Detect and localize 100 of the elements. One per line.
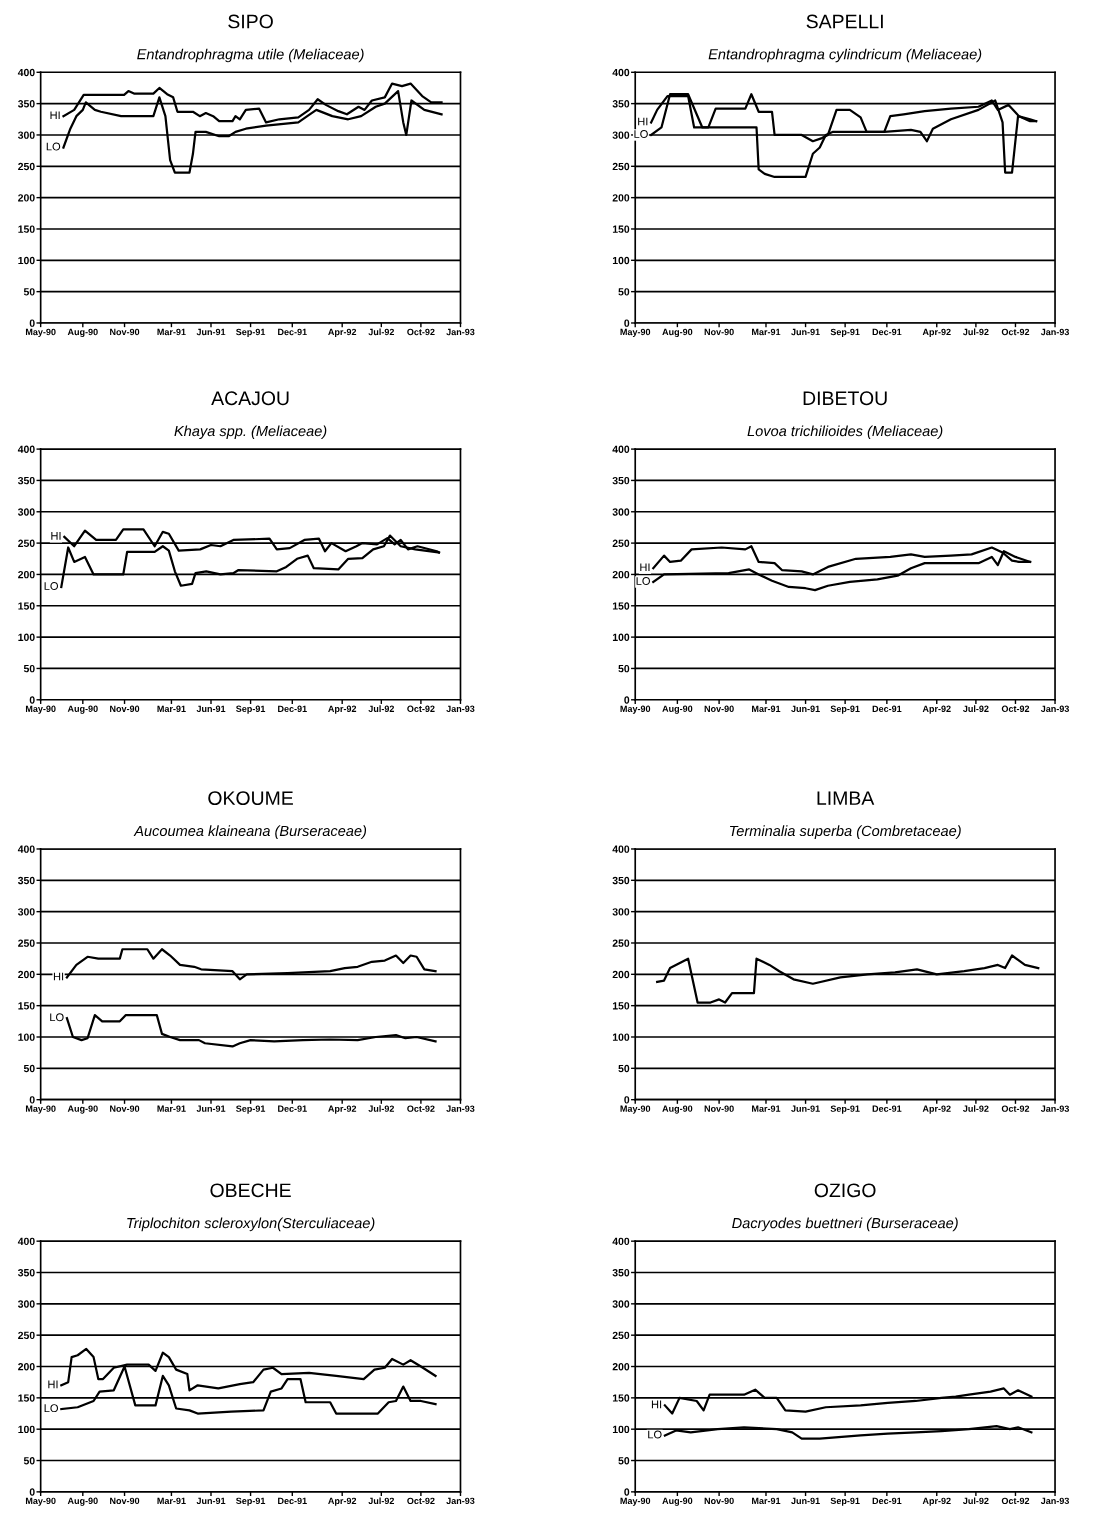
x-tick-label: May-90 [25, 1105, 56, 1114]
x-tick-label: Sep-91 [830, 1497, 860, 1506]
x-tick-label: Oct-92 [1001, 1497, 1030, 1505]
chart-title: OBECHE [210, 1183, 291, 1198]
x-tick-label: Sep-91 [830, 328, 860, 337]
y-tick-label: 100 [612, 633, 630, 641]
x-tick-label: Aug-90 [67, 328, 98, 337]
x-tick-label: Jun-91 [196, 1497, 226, 1505]
y-tick-label: 350 [612, 100, 630, 108]
chart-title: DIBETOU [803, 391, 887, 406]
x-tick-label: Aug-90 [662, 1497, 693, 1506]
x-tick-label: May-90 [25, 328, 56, 337]
y-tick-label: 200 [18, 970, 35, 979]
y-tick-label: 300 [612, 508, 630, 516]
y-tick-label: 200 [612, 970, 630, 979]
x-tick-label: Aug-90 [67, 705, 98, 714]
x-tick-label: Sep-91 [830, 1105, 860, 1114]
series-label: LO [50, 1013, 64, 1022]
x-tick-label: Dec-91 [872, 705, 902, 712]
series-label: HI [51, 532, 61, 540]
chart-subtitle: Khaya spp. (Meliaceae) [174, 425, 327, 440]
chart-subtitle: Entandrophragma cylindricum (Meliaceae) [708, 48, 982, 63]
y-tick-label: 150 [612, 602, 630, 610]
series-label: LO [46, 142, 61, 151]
x-tick-label: Dec-91 [278, 705, 307, 712]
x-tick-label: Oct-92 [407, 705, 435, 712]
y-tick-label: 400 [612, 68, 630, 77]
x-tick-label: Nov-90 [704, 705, 734, 712]
y-tick-label: 150 [18, 1394, 35, 1402]
x-tick-label: Jun-91 [791, 705, 820, 712]
x-tick-label: Dec-91 [872, 328, 902, 336]
y-tick-label: 300 [612, 1300, 630, 1308]
x-tick-label: Jul-92 [368, 705, 395, 712]
y-tick-label: 50 [618, 288, 630, 296]
x-tick-label: Jul-92 [962, 1105, 989, 1112]
y-tick-label: 200 [18, 194, 35, 202]
chart-subtitle: Aucoumea klaineana (Burseraceae) [133, 825, 367, 839]
chart-subtitle: Lovoa trichilioides (Meliaceae) [747, 425, 943, 440]
x-tick-label: Sep-91 [236, 1497, 266, 1506]
x-tick-label: Mar-91 [157, 1105, 186, 1112]
x-tick-label: Jan-93 [1040, 328, 1070, 336]
y-tick-label: 350 [17, 876, 35, 885]
x-tick-label: Nov-90 [704, 1497, 734, 1505]
x-tick-label: Oct-92 [1001, 328, 1030, 336]
y-tick-label: 150 [18, 602, 35, 610]
y-tick-label: 100 [18, 1425, 35, 1434]
y-tick-label: 50 [23, 288, 35, 296]
x-tick-label: Jan-93 [1040, 1105, 1070, 1112]
y-tick-label: 50 [618, 664, 630, 673]
x-tick-label: Aug-90 [67, 1105, 98, 1114]
y-tick-label: 350 [17, 476, 35, 485]
y-tick-label: 350 [17, 1269, 35, 1277]
x-tick-label: Sep-91 [236, 328, 266, 337]
x-tick-label: Nov-90 [110, 1497, 140, 1505]
y-tick-label: 100 [18, 633, 35, 641]
x-tick-label: Jun-91 [791, 1497, 820, 1505]
y-tick-label: 300 [17, 131, 35, 139]
y-tick-label: 250 [612, 162, 630, 171]
x-tick-label: May-90 [620, 328, 651, 337]
y-tick-label: 400 [17, 68, 35, 77]
series-label: HI [640, 563, 650, 572]
x-tick-label: Aug-90 [662, 328, 693, 337]
x-tick-label: Nov-90 [704, 328, 734, 336]
x-tick-label: Jun-91 [196, 705, 226, 712]
y-tick-label: 50 [23, 664, 35, 673]
chart-title: SAPELLI [806, 14, 883, 29]
y-tick-label: 200 [18, 1363, 35, 1371]
y-tick-label: 350 [612, 1269, 630, 1277]
x-tick-label: Jul-92 [962, 328, 989, 336]
x-tick-label: Jun-91 [791, 1105, 820, 1112]
x-tick-label: Mar-91 [752, 328, 781, 336]
y-tick-label: 50 [23, 1064, 35, 1073]
y-tick-label: 50 [618, 1457, 630, 1465]
y-tick-label: 100 [18, 256, 35, 265]
x-tick-label: Mar-91 [752, 705, 781, 712]
y-tick-label: 0 [624, 1488, 630, 1496]
x-tick-label: Apr-92 [922, 1105, 951, 1114]
series-label: LO [636, 577, 650, 585]
y-tick-label: 200 [612, 1363, 630, 1371]
y-tick-label: 150 [612, 1394, 630, 1402]
chart-subtitle: Terminalia superba (Combretaceae) [729, 825, 961, 839]
y-tick-label: 150 [18, 225, 35, 233]
y-tick-label: 100 [612, 256, 630, 265]
x-tick-label: Dec-91 [872, 1497, 902, 1505]
x-tick-label: Aug-90 [67, 1497, 98, 1506]
y-tick-label: 200 [612, 570, 630, 579]
y-tick-label: 400 [17, 1237, 35, 1246]
x-tick-label: Jan-93 [446, 328, 475, 336]
y-tick-label: 400 [17, 445, 35, 453]
x-tick-label: Oct-92 [1001, 1105, 1030, 1112]
x-tick-label: Dec-91 [872, 1105, 902, 1112]
x-tick-label: Nov-90 [704, 1105, 734, 1112]
y-tick-label: 100 [612, 1033, 630, 1041]
x-tick-label: Apr-92 [328, 328, 357, 337]
chart-title: OKOUME [208, 791, 293, 806]
x-tick-label: Dec-91 [278, 1497, 307, 1505]
x-tick-label: Aug-90 [662, 1105, 693, 1114]
y-tick-label: 250 [18, 939, 35, 947]
y-tick-label: 300 [612, 908, 630, 916]
x-tick-label: Mar-91 [157, 328, 186, 336]
